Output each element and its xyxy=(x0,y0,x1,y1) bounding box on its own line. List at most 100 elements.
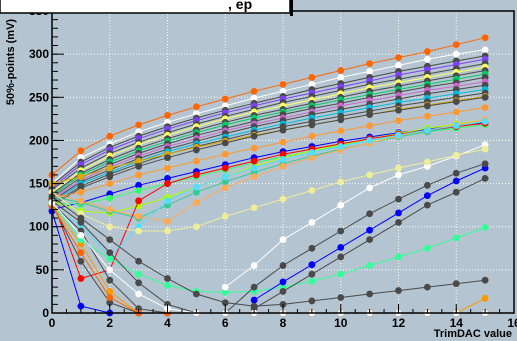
data-point xyxy=(395,287,402,294)
data-point xyxy=(250,94,258,102)
data-point xyxy=(221,184,229,192)
data-point xyxy=(366,122,374,130)
data-point xyxy=(279,236,287,244)
y-axis-title: 50%-points (mV) xyxy=(5,19,17,106)
data-point xyxy=(135,290,143,298)
series-line xyxy=(51,63,486,191)
series-line xyxy=(51,70,486,195)
data-point xyxy=(221,150,229,158)
data-point xyxy=(250,173,258,181)
data-point xyxy=(366,184,374,192)
data-point xyxy=(135,227,143,235)
x-tick-label: 2 xyxy=(106,316,113,330)
x-tick-label: 8 xyxy=(280,316,287,330)
data-point xyxy=(337,178,345,186)
series-line xyxy=(51,89,486,204)
data-point xyxy=(106,206,114,213)
data-point xyxy=(250,262,258,269)
y-tick-label: 300 xyxy=(29,47,49,61)
data-point xyxy=(452,108,460,116)
x-tick-label: 4 xyxy=(164,316,171,330)
data-point xyxy=(423,181,431,189)
data-point xyxy=(106,249,114,256)
y-tick-label: 50 xyxy=(36,263,50,277)
data-point xyxy=(452,50,460,58)
data-point xyxy=(481,104,489,112)
data-point xyxy=(135,121,143,129)
series-line xyxy=(51,120,486,219)
y-tick-label: 100 xyxy=(29,220,49,234)
data-point xyxy=(366,137,374,144)
x-tick-label: 14 xyxy=(450,316,464,330)
data-point xyxy=(77,219,85,226)
y-tick-label: 200 xyxy=(29,133,49,147)
x-tick-label: 0 xyxy=(49,316,56,330)
data-point xyxy=(366,171,374,179)
data-point xyxy=(77,249,85,256)
data-point xyxy=(423,48,431,55)
data-point xyxy=(221,173,229,181)
x-tick-label: 12 xyxy=(392,316,406,330)
data-point xyxy=(308,219,316,226)
series-line xyxy=(225,144,486,288)
data-point xyxy=(481,174,489,182)
data-point xyxy=(106,299,114,307)
data-point xyxy=(308,261,316,269)
data-point xyxy=(452,234,460,242)
data-point xyxy=(366,290,374,298)
data-point xyxy=(250,144,258,152)
data-point xyxy=(308,149,316,156)
data-point xyxy=(337,227,345,235)
data-point xyxy=(395,219,402,226)
data-point xyxy=(308,270,316,278)
y-tick-label: 150 xyxy=(29,177,49,191)
data-point xyxy=(337,127,345,135)
data-point xyxy=(279,262,287,269)
data-point xyxy=(106,266,114,274)
data-point xyxy=(481,93,489,101)
data-point xyxy=(250,132,258,140)
data-point xyxy=(250,157,258,165)
data-point xyxy=(423,112,431,120)
data-point xyxy=(481,276,489,284)
data-point xyxy=(192,157,200,165)
data-point xyxy=(135,157,143,165)
data-point xyxy=(423,201,431,209)
data-point xyxy=(395,131,402,139)
data-point xyxy=(423,126,431,134)
data-point xyxy=(192,199,200,206)
data-point xyxy=(221,178,229,186)
data-point xyxy=(221,95,229,103)
data-point xyxy=(308,297,316,305)
data-point xyxy=(452,188,460,196)
x-tick-labels: 0 2 4 6 8 10 12 14 16 xyxy=(49,316,517,330)
data-point xyxy=(164,112,171,119)
data-point xyxy=(164,180,171,187)
data-point xyxy=(106,173,114,181)
data-point xyxy=(308,187,316,194)
series-line xyxy=(51,119,486,214)
series-line xyxy=(51,66,486,193)
series-line xyxy=(51,55,486,186)
series xyxy=(48,193,489,310)
data-point xyxy=(106,288,114,295)
data-point xyxy=(192,146,200,154)
data-point xyxy=(135,270,143,278)
data-point xyxy=(366,262,374,269)
data-point xyxy=(135,279,143,287)
y-tick-label: 250 xyxy=(29,90,49,104)
data-point xyxy=(279,126,287,134)
data-point xyxy=(337,294,345,301)
data-point xyxy=(337,253,345,261)
series-line xyxy=(51,92,486,205)
data-point xyxy=(250,302,258,310)
series-line xyxy=(51,148,486,232)
series-line xyxy=(224,163,486,314)
data-point xyxy=(395,106,402,114)
data-point xyxy=(337,116,345,124)
series-line xyxy=(51,120,486,258)
x-tick-label: 10 xyxy=(334,316,348,330)
data-point xyxy=(106,236,114,244)
series-line xyxy=(51,76,486,198)
data-point xyxy=(337,244,345,251)
